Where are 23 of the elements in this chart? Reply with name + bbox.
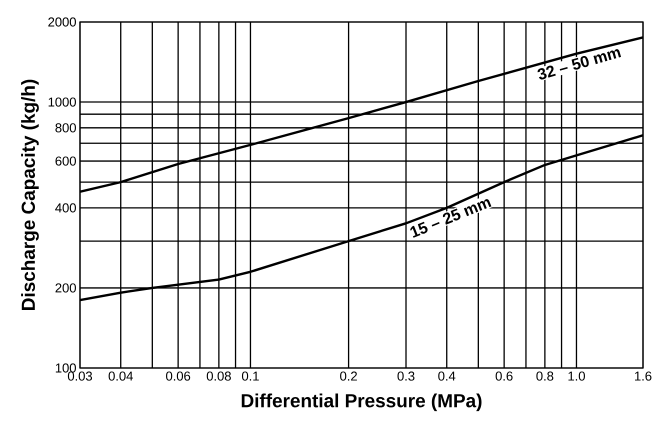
x-tick-label: 1.6 <box>634 372 652 381</box>
y-tick-label: 800 <box>55 123 76 132</box>
x-tick-label: 0.04 <box>108 372 133 381</box>
y-tick-label: 200 <box>56 283 76 293</box>
x-tick-label: 1.0 <box>568 372 585 381</box>
x-tick-label: 0.4 <box>438 372 456 381</box>
y-tick-label: 600 <box>56 156 76 166</box>
x-axis-title: Differential Pressure (MPa) <box>242 394 482 412</box>
x-tick-label: 0.6 <box>496 372 513 381</box>
x-tick-label: 0.8 <box>536 372 554 381</box>
y-tick-label: 100 <box>56 363 76 373</box>
text: 15 – 25 mm <box>410 199 492 238</box>
x-tick-label: 0.3 <box>398 372 414 381</box>
text: 32 – 50 mm <box>538 49 622 80</box>
y-tick-label: 2000 <box>48 17 76 27</box>
y-axis-title: Discharge Capacity (kg/h) <box>21 80 39 310</box>
x-tick-label: 0.06 <box>166 372 190 381</box>
y-tick-label: 1000 <box>48 97 76 107</box>
x-tick-label: 0.08 <box>206 372 231 381</box>
x-tick-label: 0.03 <box>68 372 92 381</box>
y-tick-label: 400 <box>55 203 76 212</box>
x-tick-label: 0.1 <box>242 372 259 381</box>
x-tick-label: 0.2 <box>340 372 357 381</box>
